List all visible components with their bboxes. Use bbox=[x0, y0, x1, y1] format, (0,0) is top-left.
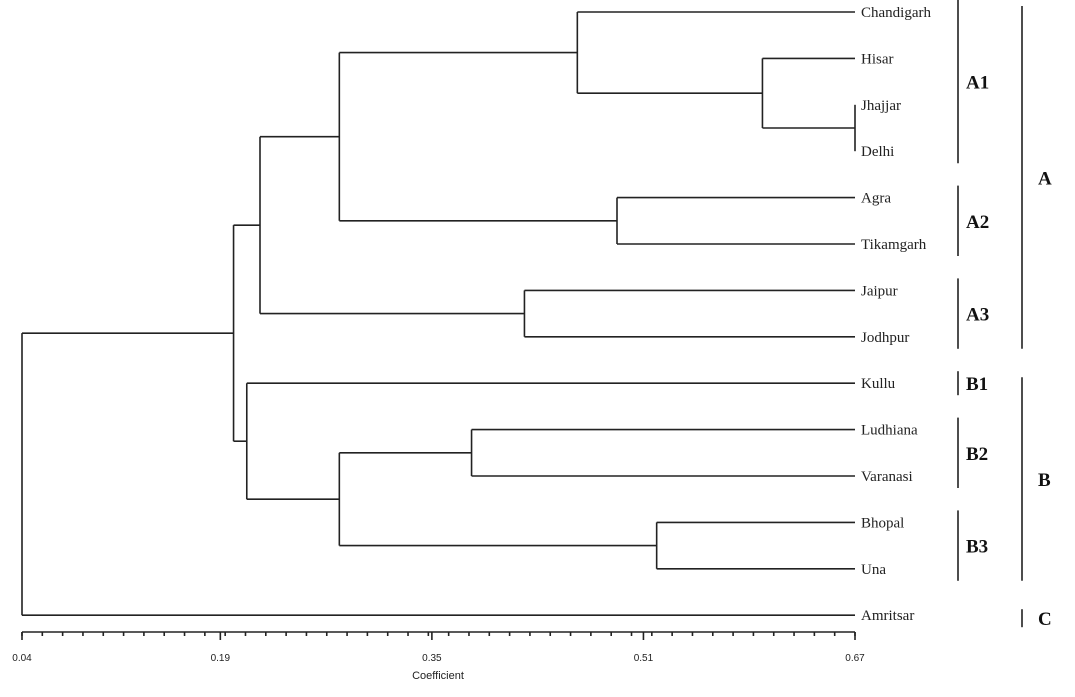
leaf-label-una: Una bbox=[861, 562, 886, 578]
leaf-label-jhajjar: Jhajjar bbox=[861, 98, 901, 114]
axis-tick-labels: 0.04 0.19 0.35 0.51 0.67 bbox=[12, 653, 865, 664]
leaf-label-kullu: Kullu bbox=[861, 376, 896, 392]
group-label-b2: B2 bbox=[966, 444, 988, 465]
tick-label: 0.35 bbox=[422, 653, 442, 664]
leaf-label-delhi: Delhi bbox=[861, 144, 894, 160]
leaf-label-chandigarh: Chandigarh bbox=[861, 5, 931, 21]
leaf-label-agra: Agra bbox=[861, 191, 891, 207]
leaf-label-varanasi: Varanasi bbox=[861, 469, 913, 485]
group-label-a1: A1 bbox=[966, 73, 989, 94]
group-label-b: B bbox=[1038, 470, 1051, 491]
group-label-a: A bbox=[1038, 168, 1052, 189]
dendrogram-tree bbox=[21, 11, 856, 617]
leaf-label-ludhiana: Ludhiana bbox=[861, 423, 918, 439]
group-label-a2: A2 bbox=[966, 212, 989, 233]
leaf-label-jaipur: Jaipur bbox=[861, 283, 898, 299]
leaf-labels: Chandigarh Hisar Jhajjar Delhi Agra Tikamgarh… bbox=[861, 5, 931, 624]
tick-label: 0.04 bbox=[12, 653, 32, 664]
tick-label: 0.67 bbox=[845, 653, 865, 664]
axis-title: Coefficient bbox=[412, 670, 464, 682]
leaf-label-jodhpur: Jodhpur bbox=[861, 330, 909, 346]
axis-ticks bbox=[21, 632, 856, 640]
leaf-label-hisar: Hisar bbox=[861, 51, 894, 67]
group-label-c: C bbox=[1038, 609, 1052, 630]
group-label-b3: B3 bbox=[966, 537, 988, 558]
group-label-b1: B1 bbox=[966, 374, 988, 395]
tick-label: 0.19 bbox=[211, 653, 231, 664]
group-brackets: A1 A2 A3 B1 B2 B3 A B C bbox=[957, 0, 1052, 630]
leaf-label-bhopal: Bhopal bbox=[861, 515, 904, 531]
group-label-a3: A3 bbox=[966, 305, 989, 326]
leaf-label-tikamgarh: Tikamgarh bbox=[861, 237, 927, 253]
coefficient-axis: 0.04 0.19 0.35 0.51 0.67 Coefficient bbox=[12, 631, 865, 682]
leaf-label-amritsar: Amritsar bbox=[861, 608, 914, 624]
tick-label: 0.51 bbox=[634, 653, 654, 664]
